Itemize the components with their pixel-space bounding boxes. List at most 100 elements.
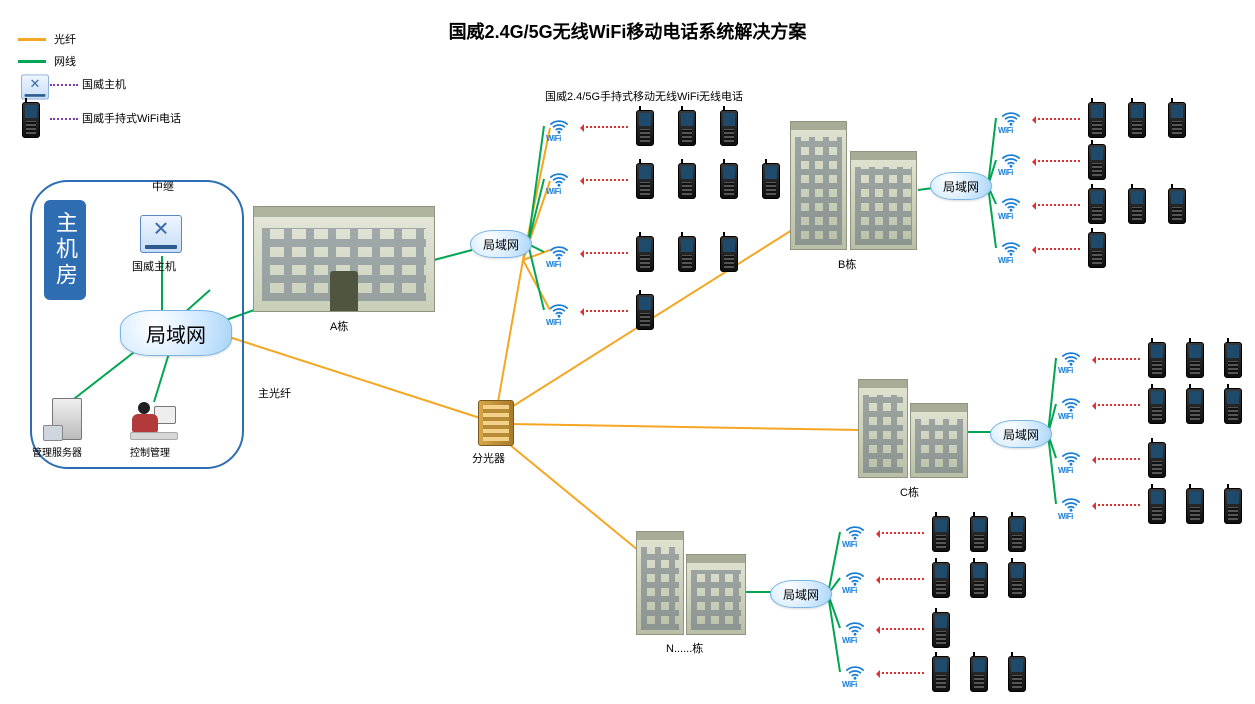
lan-cloud-c: 局域网 — [990, 420, 1052, 448]
wifi-phone-icon — [1186, 488, 1204, 524]
wifi-icon — [844, 568, 866, 586]
splitter-icon — [478, 400, 514, 446]
trunk-label: 中继 — [152, 178, 174, 194]
wifi-icon — [844, 522, 866, 540]
wifi-phone-icon — [636, 236, 654, 272]
wifi-icon — [1060, 348, 1082, 366]
wifi-phone-icon — [1088, 232, 1106, 268]
legend-line — [18, 38, 46, 41]
wifi-phone-icon — [1224, 342, 1242, 378]
wifi-phone-icon — [1148, 488, 1166, 524]
lan-cloud-b: 局域网 — [930, 172, 992, 200]
wifi-phone-icon — [970, 562, 988, 598]
wifi-phone-icon — [1088, 188, 1106, 224]
legend-line — [18, 60, 46, 63]
wifi-icon — [1060, 448, 1082, 466]
wifi-icon — [844, 618, 866, 636]
wifi-label: WiFi — [842, 680, 857, 689]
red-arrow — [878, 672, 924, 674]
diagram-canvas: { "title": { "text": "国威2.4G/5G无线WiFi移动电… — [0, 0, 1255, 704]
wifi-icon — [1060, 394, 1082, 412]
main-room-label: 主机房 — [44, 200, 86, 300]
legend-phone-icon — [22, 102, 40, 138]
wifi-label: WiFi — [1058, 466, 1073, 475]
lan-cloud-n: 局域网 — [770, 580, 832, 608]
wifi-icon — [548, 300, 570, 318]
operator-label: 控制管理 — [130, 444, 170, 459]
legend-dash — [50, 84, 78, 86]
red-arrow — [582, 126, 628, 128]
red-arrow — [1034, 248, 1080, 250]
red-arrow — [582, 252, 628, 254]
red-arrow — [878, 628, 924, 630]
legend-label: 光纤 — [54, 31, 76, 47]
legend-pbx-icon — [21, 75, 48, 100]
building-a — [253, 215, 435, 312]
building-n — [636, 540, 746, 635]
wifi-phone-icon — [1128, 102, 1146, 138]
building-n-label: N......栋 — [666, 640, 703, 656]
wifi-icon — [1060, 494, 1082, 512]
building-b-label: B栋 — [838, 256, 856, 272]
wifi-label: WiFi — [1058, 512, 1073, 521]
red-arrow — [878, 532, 924, 534]
wifi-phone-icon — [932, 612, 950, 648]
wifi-phone-icon — [720, 163, 738, 199]
wifi-phone-icon — [1148, 388, 1166, 424]
wifi-icon — [1000, 194, 1022, 212]
wifi-phone-icon — [1186, 342, 1204, 378]
wifi-phone-icon — [1224, 388, 1242, 424]
wifi-phone-icon — [1088, 144, 1106, 180]
wifi-phone-icon — [1008, 656, 1026, 692]
red-arrow — [1094, 458, 1140, 460]
wifi-label: WiFi — [842, 540, 857, 549]
wifi-phone-icon — [932, 562, 950, 598]
server-label: 管理服务器 — [32, 444, 82, 459]
wifi-phone-icon — [1088, 102, 1106, 138]
red-arrow — [1034, 118, 1080, 120]
red-arrow — [582, 179, 628, 181]
legend-dash — [50, 118, 78, 120]
wifi-phone-icon — [762, 163, 780, 199]
wifi-phone-icon — [1128, 188, 1146, 224]
red-arrow — [1094, 358, 1140, 360]
wifi-phone-icon — [678, 236, 696, 272]
wifi-phone-icon — [636, 163, 654, 199]
wifi-phone-icon — [1008, 562, 1026, 598]
wifi-icon — [844, 662, 866, 680]
wifi-label: WiFi — [998, 168, 1013, 177]
red-arrow — [1034, 204, 1080, 206]
pbx-icon — [140, 215, 182, 253]
lan-cloud-a: 局域网 — [470, 230, 532, 258]
wifi-phone-icon — [678, 110, 696, 146]
wifi-label: WiFi — [842, 586, 857, 595]
wifi-phone-icon — [636, 294, 654, 330]
wifi-phone-icon — [970, 656, 988, 692]
red-arrow — [1094, 404, 1140, 406]
wifi-phone-icon — [1168, 188, 1186, 224]
wifi-phone-icon — [1008, 516, 1026, 552]
wifi-icon — [548, 169, 570, 187]
red-arrow — [1034, 160, 1080, 162]
wifi-label: WiFi — [1058, 366, 1073, 375]
wifi-phone-icon — [1224, 488, 1242, 524]
wifi-label: WiFi — [1058, 412, 1073, 421]
legend-label: 网线 — [54, 53, 76, 69]
splitter-label: 分光器 — [472, 450, 505, 466]
wifi-phone-icon — [1168, 102, 1186, 138]
main-fiber-label: 主光纤 — [258, 385, 291, 401]
operator-icon — [132, 402, 176, 440]
wifi-phone-icon — [636, 110, 654, 146]
wifi-icon — [548, 116, 570, 134]
wifi-phone-icon — [1148, 442, 1166, 478]
server-icon — [52, 398, 82, 440]
wifi-label: WiFi — [998, 256, 1013, 265]
pbx-label: 国威主机 — [132, 258, 176, 274]
wifi-phone-icon — [720, 236, 738, 272]
wifi-label: WiFi — [998, 126, 1013, 135]
wifi-label: WiFi — [998, 212, 1013, 221]
red-arrow — [1094, 504, 1140, 506]
wifi-phone-icon — [720, 110, 738, 146]
wifi-phone-icon — [932, 516, 950, 552]
wifi-phone-icon — [1148, 342, 1166, 378]
